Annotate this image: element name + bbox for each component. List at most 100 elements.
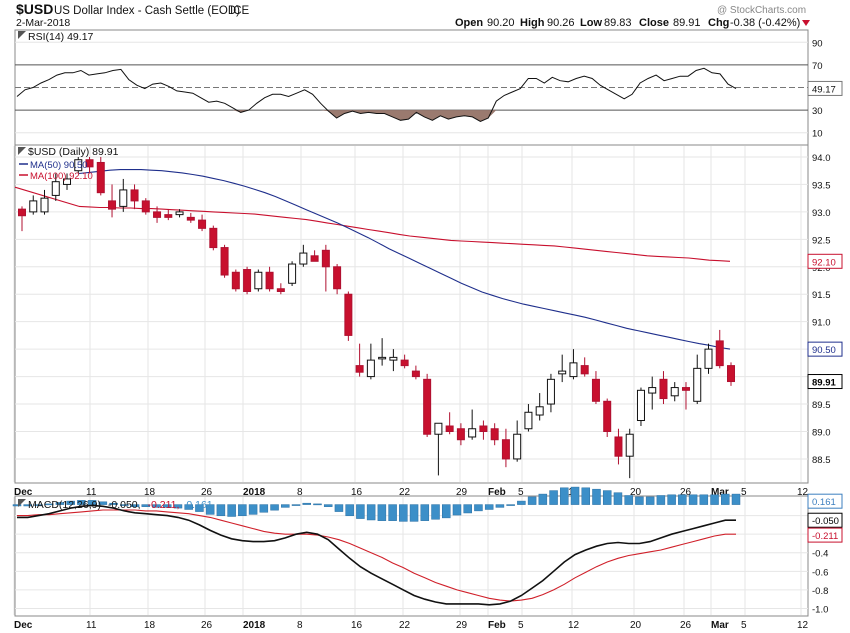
macd-histogram-bar [216,504,226,517]
high-label: High [520,17,545,29]
macd-histogram-bar [356,504,365,519]
x-tick-label-lower: 26 [201,620,213,631]
ma50-legend: MA(50) 90.50 [30,160,88,171]
low-value: 89.83 [604,17,632,29]
x-tick-label-upper: Mar [711,487,729,498]
candle-body [468,428,477,438]
candle-body [490,428,499,441]
candle-body [648,387,657,394]
macd-histogram-bar [667,494,676,505]
macd-histogram-bar [313,503,322,506]
x-tick-label-lower: 5 [518,620,524,631]
x-tick-label-upper: Dec [14,487,33,498]
candle-body [501,439,510,460]
macd-histogram-bar [195,504,204,512]
change-label: Chg [708,17,729,29]
macd-legend-prefix: MACD(12,26,9) [28,499,101,511]
x-tick-label-lower: 18 [144,620,156,631]
x-tick-label-lower: 12 [568,620,580,631]
candle-body [411,370,420,378]
macd-histogram-bar [645,496,655,505]
exchange: ICE [230,5,250,17]
candle-body [366,359,375,378]
candle-body [276,288,285,292]
candle-body [625,433,634,457]
macd-histogram-bar [731,493,741,505]
candle-body [513,433,522,460]
macd-histogram-bar [710,494,719,505]
macd-histogram-bar [87,500,97,505]
candle-body [321,249,330,268]
candle-body [670,387,679,397]
macd-histogram-bar [77,500,86,505]
macd-histogram-bar [345,504,354,517]
macd-histogram-bar [581,487,591,505]
macd-histogram-bar [366,504,376,521]
x-tick-label-lower: 2018 [243,620,266,631]
x-tick-label-upper: 26 [201,487,213,498]
x-tick-label-lower: 22 [399,620,411,631]
macd-legend-triangle-icon [18,499,26,507]
price-panel: 94.093.593.092.592.091.591.090.590.089.5… [14,153,843,479]
macd-histogram-bar [399,504,408,522]
macd-signal-line [17,509,736,602]
macd-histogram-bar [152,504,161,508]
candle-body [715,340,724,367]
candle-body [423,378,432,435]
macd-legend: MACD(12,26,9) -0.050, -0.211, 0.161 [28,499,213,511]
ma100-line [78,205,731,262]
macd-histogram-bar [162,504,172,508]
macd-tick-label: -0.6 [812,567,828,578]
x-tick-label-lower: Dec [14,620,33,631]
macd-histogram-bar [98,501,108,505]
macd-histogram-bar [431,504,440,520]
candle-body [220,247,229,276]
candle-body [636,389,645,422]
candle-body [727,365,735,383]
x-tick-label-lower: 26 [680,620,692,631]
candle-body [130,189,139,202]
price-legend-triangle-icon [18,147,26,155]
candle-body [693,367,702,402]
candle-body [434,422,443,435]
macd-histogram-bar [141,504,151,507]
macd-histogram-bar [173,504,183,509]
price-tick-label: 89.5 [812,400,831,411]
x-tick-label-lower: Mar [711,620,729,631]
candle-body [591,378,600,402]
macd-histogram-bar [109,502,118,505]
macd-histogram-bar [560,487,569,505]
candle-body [456,428,465,441]
macd-legend-macd: -0.050, [108,499,141,511]
candle-body [40,197,49,213]
candle-body [141,200,150,213]
symbol: $USD [16,1,53,17]
price-tick-label: 93.5 [812,180,831,191]
candle-body [569,362,578,378]
macd-value-tag [807,512,843,528]
rsi-tick-label: 10 [812,129,823,140]
price-tick-label: 94.0 [812,153,831,164]
macd-histogram-bar [281,504,290,508]
x-tick-label-upper: 18 [144,487,156,498]
macd-histogram-bar [656,495,666,505]
x-tick-label-lower: 16 [351,620,363,631]
candle-body [288,263,297,284]
macd-histogram-bar [549,490,558,505]
price-value-tag-label: 89.91 [812,378,836,389]
high-value: 90.26 [547,17,575,29]
macd-histogram-bar [409,504,419,522]
candle-body [63,178,72,185]
macd-value-tag-label: -0.050 [812,516,839,527]
ma100-legend: MA(100) 92.10 [30,171,93,182]
x-tick-label-upper: 2018 [243,487,266,498]
candle-body [254,271,263,290]
macd-histogram-bar [23,504,32,507]
rsi-tick-label: 70 [812,61,823,72]
candle-body [704,348,713,369]
price-legend: $USD (Daily) 89.91 [28,146,119,158]
macd-histogram-bar [248,504,258,515]
x-axis: Dec Dec 11 11 18 18 26 26 2018 2018 8 8 16 16 22 22 29 29… [13,146,809,631]
candle-body [198,219,207,229]
